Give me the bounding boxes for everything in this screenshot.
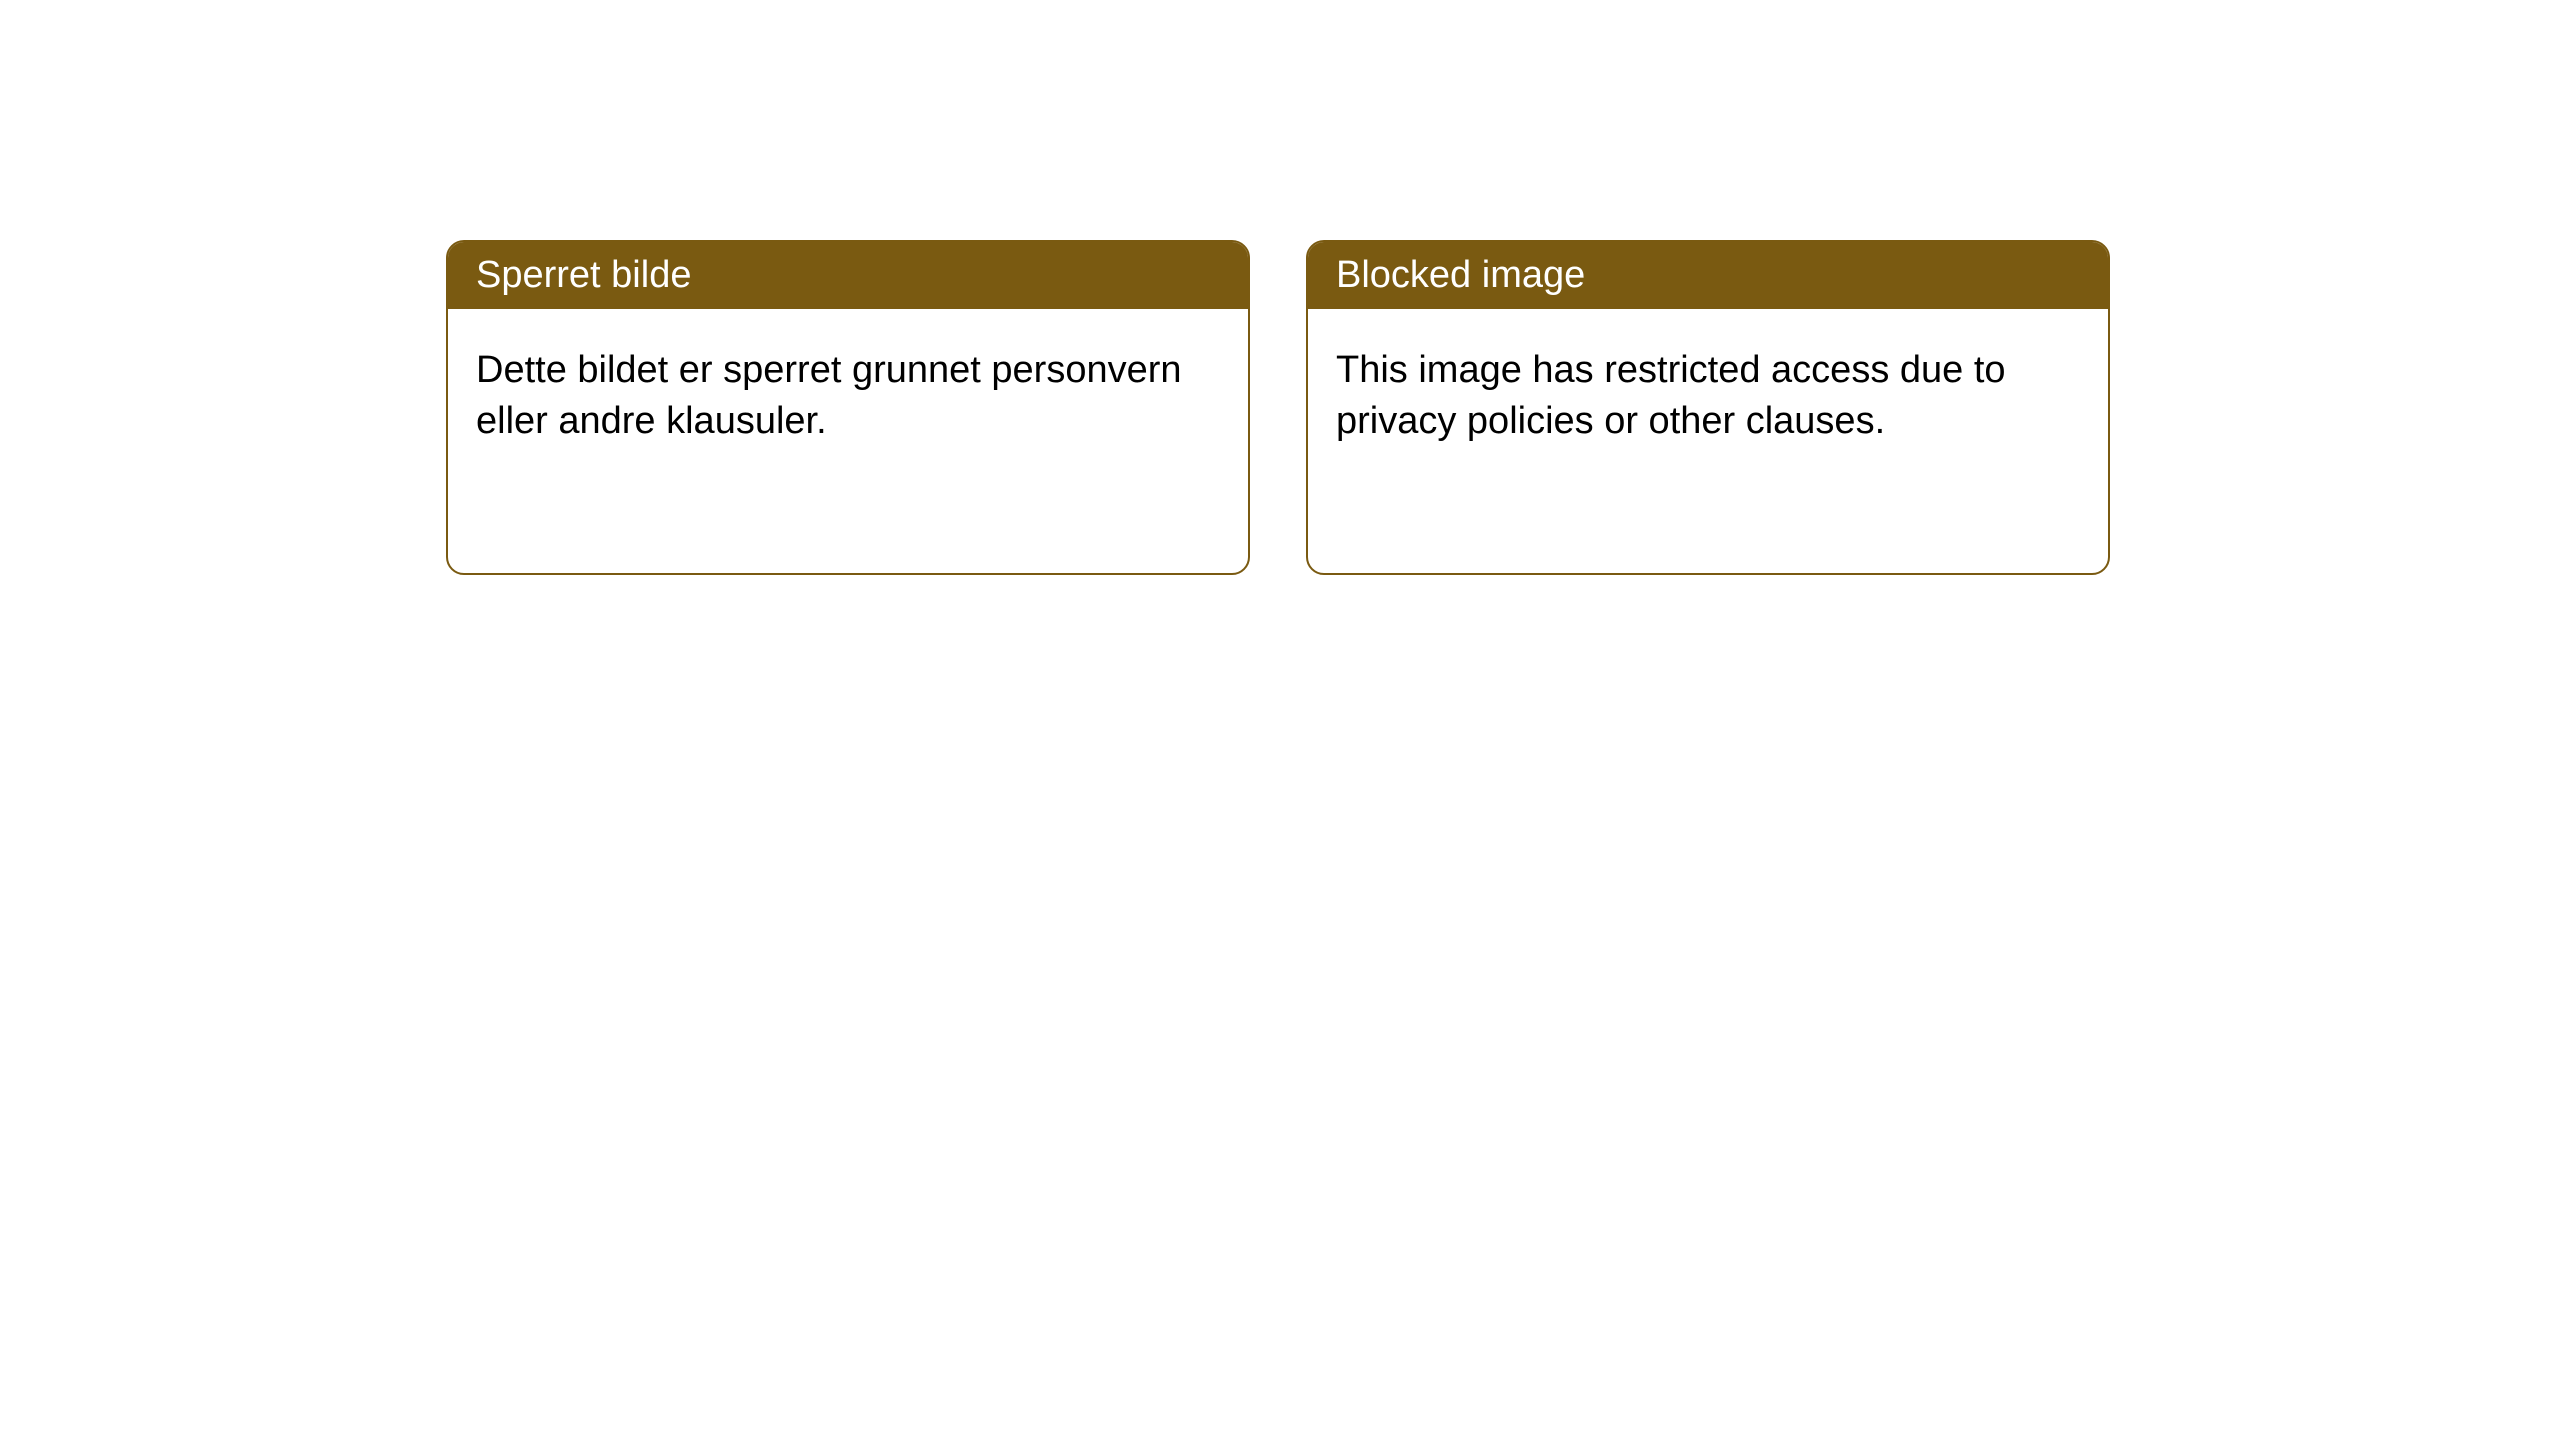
notice-body: Dette bildet er sperret grunnet personve… bbox=[448, 309, 1248, 484]
notice-title: Blocked image bbox=[1308, 242, 2108, 309]
notice-card-norwegian: Sperret bilde Dette bildet er sperret gr… bbox=[446, 240, 1250, 575]
notice-title: Sperret bilde bbox=[448, 242, 1248, 309]
notice-body: This image has restricted access due to … bbox=[1308, 309, 2108, 484]
notice-container: Sperret bilde Dette bildet er sperret gr… bbox=[0, 0, 2560, 575]
notice-card-english: Blocked image This image has restricted … bbox=[1306, 240, 2110, 575]
